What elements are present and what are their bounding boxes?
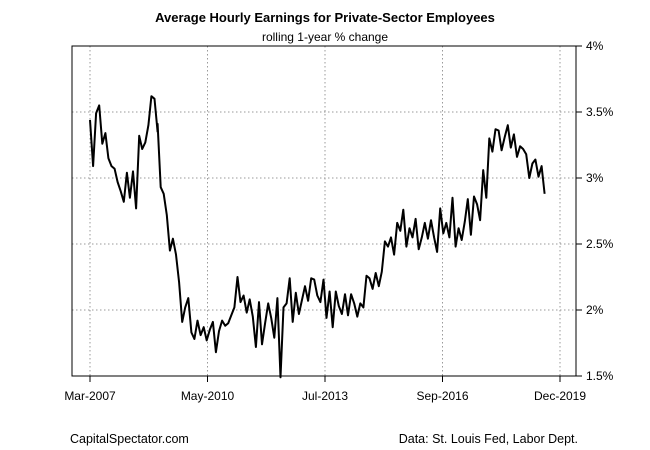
axes: 1.5% 2% 2.5% 3% 3.5% 4% Mar-2007 May-2010 Jul-20… bbox=[64, 39, 613, 403]
x-tick-label: Dec-2019 bbox=[534, 389, 586, 403]
y-tick-label: 1.5% bbox=[586, 369, 614, 383]
y-tick-label: 3.5% bbox=[586, 105, 614, 119]
y-tick-label: 2.5% bbox=[586, 237, 614, 251]
series-lines bbox=[89, 95, 546, 379]
y-tick-label: 4% bbox=[586, 39, 604, 53]
source-site: CapitalSpectator.com bbox=[70, 432, 189, 446]
y-tick-label: 2% bbox=[586, 303, 604, 317]
plot-frame bbox=[71, 45, 577, 377]
gridlines bbox=[72, 46, 576, 376]
x-tick-label: May-2010 bbox=[181, 389, 235, 403]
y-tick-label: 3% bbox=[586, 171, 604, 185]
chart-subtitle: rolling 1-year % change bbox=[261, 30, 389, 44]
data-source: Data: St. Louis Fed, Labor Dept. bbox=[398, 432, 578, 446]
series-line bbox=[89, 95, 546, 379]
chart-title: Average Hourly Earnings for Private-Sect… bbox=[155, 10, 495, 25]
x-tick-label: Jul-2013 bbox=[302, 389, 348, 403]
x-tick-label: Mar-2007 bbox=[64, 389, 116, 403]
x-tick-label: Sep-2016 bbox=[416, 389, 468, 403]
